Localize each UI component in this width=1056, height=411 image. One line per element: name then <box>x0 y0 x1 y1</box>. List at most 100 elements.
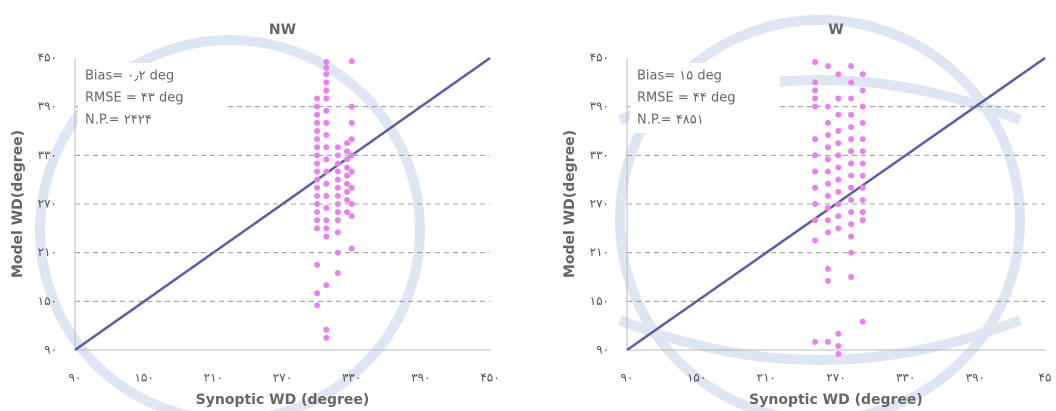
point <box>323 120 329 126</box>
point <box>860 120 866 126</box>
point <box>349 136 355 142</box>
y-tick-label: ۴۵۰ <box>38 51 57 65</box>
point <box>835 351 841 357</box>
point <box>335 193 341 199</box>
x-tick-label: ۱۵۰ <box>134 371 153 385</box>
point <box>335 209 341 215</box>
point <box>835 343 841 349</box>
point <box>835 331 841 337</box>
point <box>825 205 831 211</box>
y-tick-label: ۹۰ <box>44 343 57 357</box>
y-axis-label: Model WD(degree) <box>10 130 26 278</box>
point <box>825 193 831 199</box>
annotation: N.P.= ۲۴۲۴ <box>85 113 152 128</box>
point <box>812 152 818 158</box>
point <box>835 140 841 146</box>
point <box>835 112 841 118</box>
annotation: Bias= ۱۵ deg <box>637 69 722 84</box>
point <box>314 169 320 175</box>
chart: ۹۰۱۵۰۲۱۰۲۷۰۳۳۰۳۹۰۴۵۰۹۰۱۵۰۲۱۰۲۷۰۳۳۰۳۹۰۴۵۰… <box>0 0 1056 411</box>
point <box>314 217 320 223</box>
point <box>349 120 355 126</box>
point <box>323 205 329 211</box>
point <box>812 59 818 65</box>
y-tick-label: ۲۷۰ <box>38 197 57 211</box>
point <box>812 104 818 110</box>
point <box>860 209 866 215</box>
point <box>825 339 831 345</box>
point <box>825 63 831 69</box>
point <box>860 87 866 93</box>
y-tick-label: ۳۳۰ <box>38 148 57 162</box>
point <box>835 152 841 158</box>
point <box>812 87 818 93</box>
point <box>344 140 350 146</box>
point <box>314 112 320 118</box>
x-tick-label: ۲۱۰ <box>757 371 776 385</box>
point <box>314 152 320 158</box>
point <box>812 96 818 102</box>
point <box>848 96 854 102</box>
point <box>812 185 818 191</box>
point <box>825 217 831 223</box>
x-tick-label: ۱۵۰ <box>687 371 706 385</box>
point <box>314 177 320 183</box>
x-tick-label: ۲۷۰ <box>273 371 292 385</box>
point <box>848 63 854 69</box>
point <box>323 225 329 231</box>
point <box>344 156 350 162</box>
point <box>812 238 818 244</box>
point <box>825 278 831 284</box>
y-tick-label: ۳۳۰ <box>590 148 609 162</box>
point <box>835 165 841 171</box>
x-tick-label: ۹۰ <box>621 371 634 385</box>
point <box>812 217 818 223</box>
y-axis-label: Model WD(degree) <box>562 130 578 278</box>
y-tick-label: ۲۷۰ <box>590 197 609 211</box>
point <box>323 156 329 162</box>
point <box>314 185 320 191</box>
point <box>323 71 329 77</box>
point <box>860 148 866 154</box>
point <box>848 79 854 85</box>
point <box>344 197 350 203</box>
point <box>314 144 320 150</box>
y-tick-label: ۳۹۰ <box>590 99 609 113</box>
point <box>860 136 866 142</box>
point <box>323 96 329 102</box>
point <box>335 160 341 166</box>
point <box>335 217 341 223</box>
point <box>323 65 329 71</box>
point <box>335 185 341 191</box>
point <box>848 197 854 203</box>
point <box>835 71 841 77</box>
y-tick-label: ۱۵۰ <box>38 294 57 308</box>
point <box>335 152 341 158</box>
point <box>349 185 355 191</box>
point <box>825 144 831 150</box>
chart-title: W <box>828 22 843 38</box>
page: ۹۰۱۵۰۲۱۰۲۷۰۳۳۰۳۹۰۴۵۰۹۰۱۵۰۲۱۰۲۷۰۳۳۰۳۹۰۴۵۰… <box>0 0 1056 411</box>
point <box>314 225 320 231</box>
x-axis-label: Synoptic WD (degree) <box>196 392 370 408</box>
point <box>314 120 320 126</box>
point <box>848 124 854 130</box>
point <box>314 136 320 142</box>
point <box>825 169 831 175</box>
point <box>825 132 831 138</box>
y-tick-label: ۴۵۰ <box>590 51 609 65</box>
point <box>314 302 320 308</box>
point <box>323 169 329 175</box>
point <box>323 79 329 85</box>
point <box>848 221 854 227</box>
point <box>860 104 866 110</box>
point <box>825 104 831 110</box>
point <box>323 217 329 223</box>
point <box>335 270 341 276</box>
y-tick-label: ۹۰ <box>596 343 609 357</box>
point <box>314 104 320 110</box>
point <box>835 96 841 102</box>
point <box>314 96 320 102</box>
x-tick-label: ۳۹۰ <box>411 371 430 385</box>
point <box>860 185 866 191</box>
